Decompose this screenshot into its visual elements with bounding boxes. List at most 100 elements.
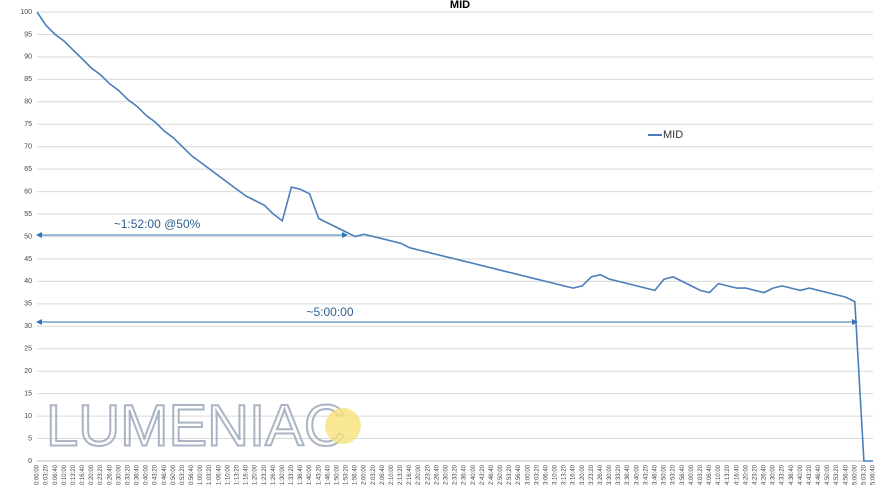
y-tick-label: 10	[24, 413, 32, 420]
x-tick-label: 0:26:40	[107, 464, 113, 485]
y-tick-label: 55	[24, 211, 32, 218]
x-tick-label: 4:30:00	[771, 464, 777, 485]
x-tick-label: 4:53:20	[834, 464, 840, 485]
x-tick-label: 3:33:20	[616, 464, 622, 485]
x-tick-label: 0:40:00	[144, 464, 150, 485]
x-tick-label: 0:43:20	[153, 464, 159, 485]
x-tick-label: 4:50:00	[825, 464, 831, 485]
x-tick-label: 1:53:20	[344, 464, 350, 485]
x-tick-label: 5:06:40	[871, 464, 877, 485]
x-tick-label: 1:10:00	[225, 464, 231, 485]
x-tick-label: 2:53:20	[507, 464, 513, 485]
x-tick-label: 3:36:40	[625, 464, 631, 485]
x-tick-label: 1:20:00	[253, 464, 259, 485]
x-tick-label: 0:56:40	[189, 464, 195, 485]
x-tick-label: 4:03:20	[698, 464, 704, 485]
x-tick-label: 4:36:40	[789, 464, 795, 485]
y-tick-label: 50	[24, 233, 32, 240]
y-tick-label: 20	[24, 368, 32, 375]
y-tick-label: 90	[24, 54, 32, 61]
y-tick-label: 70	[24, 144, 32, 151]
x-tick-label: 3:43:20	[643, 464, 649, 485]
x-tick-label: 2:30:00	[443, 464, 449, 485]
x-tick-label: 4:13:20	[725, 464, 731, 485]
x-tick-label: 1:23:20	[262, 464, 268, 485]
y-tick-label: 100	[20, 9, 32, 16]
x-tick-label: 3:03:20	[534, 464, 540, 485]
x-tick-label: 3:46:40	[652, 464, 658, 485]
x-tick-label: 1:26:40	[271, 464, 277, 485]
x-tick-label: 2:13:20	[398, 464, 404, 485]
x-tick-label: 0:30:00	[116, 464, 122, 485]
x-tick-label: 0:46:40	[162, 464, 168, 485]
x-tick-label: 4:56:40	[843, 464, 849, 485]
x-tick-label: 0:13:20	[71, 464, 77, 485]
x-tick-label: 4:43:20	[807, 464, 813, 485]
x-tick-label: 2:23:20	[425, 464, 431, 485]
x-tick-label: 4:33:20	[780, 464, 786, 485]
x-tick-label: 2:36:40	[462, 464, 468, 485]
x-tick-label: 1:00:00	[198, 464, 204, 485]
x-tick-label: 3:30:00	[607, 464, 613, 485]
annotation: ~5:00:00	[306, 305, 353, 319]
x-tick-label: 0:16:40	[80, 464, 86, 485]
y-tick-label: 60	[24, 188, 32, 195]
x-tick-label: 3:50:00	[662, 464, 668, 485]
x-tick-label: 4:16:40	[734, 464, 740, 485]
y-tick-label: 45	[24, 256, 32, 263]
x-tick-label: 2:26:40	[434, 464, 440, 485]
x-tick-label: 2:00:00	[362, 464, 368, 485]
x-tick-label: 5:00:00	[852, 464, 858, 485]
x-tick-label: 3:40:00	[634, 464, 640, 485]
x-tick-label: 2:50:00	[498, 464, 504, 485]
x-tick-label: 1:30:00	[280, 464, 286, 485]
y-tick-label: 85	[24, 76, 32, 83]
x-tick-label: 1:36:40	[298, 464, 304, 485]
x-tick-label: 1:46:40	[325, 464, 331, 485]
x-tick-label: 4:06:40	[707, 464, 713, 485]
x-tick-label: 2:16:40	[407, 464, 413, 485]
y-tick-label: 25	[24, 346, 32, 353]
x-tick-label: 4:26:40	[762, 464, 768, 485]
x-tick-label: 1:13:20	[234, 464, 240, 485]
y-tick-label: 15	[24, 390, 32, 397]
x-tick-label: 2:33:20	[453, 464, 459, 485]
legend-label: MID	[663, 129, 683, 141]
x-tick-label: 3:00:00	[525, 464, 531, 485]
x-tick-label: 3:13:20	[562, 464, 568, 485]
x-tick-label: 4:10:00	[716, 464, 722, 485]
x-tick-label: 2:20:00	[416, 464, 422, 485]
x-tick-label: 4:40:00	[798, 464, 804, 485]
x-tick-label: 5:03:20	[861, 464, 867, 485]
x-tick-label: 2:03:20	[371, 464, 377, 485]
x-tick-label: 1:33:20	[289, 464, 295, 485]
x-tick-label: 1:40:00	[307, 464, 313, 485]
x-tick-label: 3:23:20	[589, 464, 595, 485]
data-line	[36, 11, 873, 462]
y-tick-label: 80	[24, 99, 32, 106]
x-tick-label: 0:50:00	[171, 464, 177, 485]
x-tick-label: 3:10:00	[553, 464, 559, 485]
x-tick-label: 2:43:20	[480, 464, 486, 485]
x-tick-label: 0:00:00	[35, 464, 41, 485]
y-tick-label: 5	[28, 435, 32, 442]
x-tick-label: 3:16:40	[571, 464, 577, 485]
x-tick-label: 0:36:40	[135, 464, 141, 485]
x-tick-label: 2:40:00	[471, 464, 477, 485]
y-tick-label: 75	[24, 121, 32, 128]
x-tick-label: 2:46:40	[489, 464, 495, 485]
annotation: ~1:52:00 @50%	[114, 217, 201, 231]
x-tick-label: 4:23:20	[752, 464, 758, 485]
x-tick-label: 3:06:40	[543, 464, 549, 485]
x-tick-label: 3:26:40	[598, 464, 604, 485]
x-tick-label: 1:06:40	[216, 464, 222, 485]
watermark: LUMENIAC	[46, 393, 346, 458]
x-tick-label: 2:06:40	[380, 464, 386, 485]
x-tick-label: 1:50:00	[334, 464, 340, 485]
x-tick-label: 3:56:40	[680, 464, 686, 485]
x-tick-label: 0:20:00	[89, 464, 95, 485]
x-tick-label: 3:53:20	[671, 464, 677, 485]
x-tick-label: 2:56:40	[516, 464, 522, 485]
x-tick-label: 0:03:20	[44, 464, 50, 485]
watermark-logo	[325, 408, 361, 444]
